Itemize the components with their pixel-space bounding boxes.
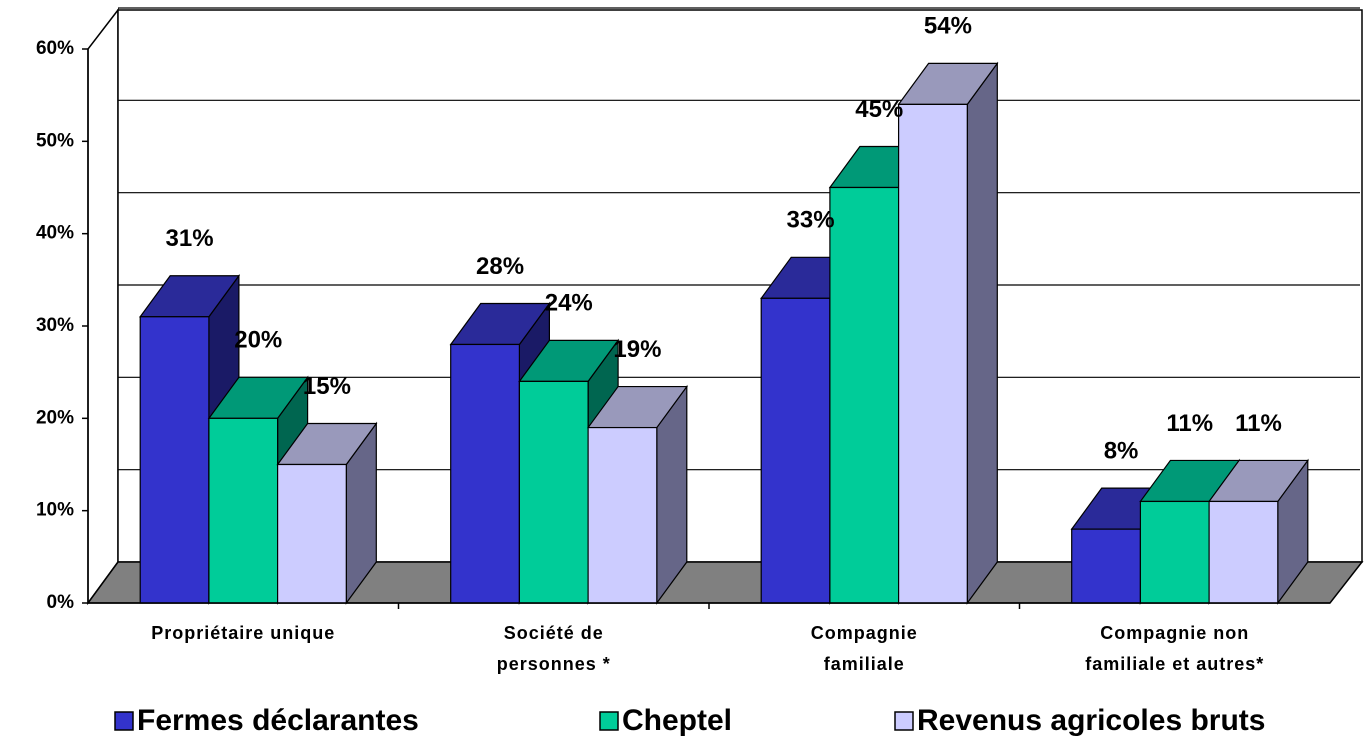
bar bbox=[587, 426, 658, 604]
bar bbox=[518, 380, 589, 604]
y-tick-label: 60% bbox=[36, 38, 74, 59]
x-tick-label: Propriétaire unique bbox=[151, 623, 335, 643]
legend-label: Revenus agricoles bruts bbox=[917, 704, 1265, 737]
x-tick-label: Compagnie non bbox=[1100, 623, 1249, 643]
value-label: 8% bbox=[1104, 437, 1139, 464]
y-tick-label: 0% bbox=[47, 592, 75, 613]
bar bbox=[277, 463, 347, 604]
x-tick-label: Compagnie bbox=[811, 623, 918, 643]
value-label: 11% bbox=[1235, 410, 1282, 437]
bar-side bbox=[966, 61, 998, 605]
value-label: 15% bbox=[303, 373, 351, 400]
left-wall bbox=[87, 7, 119, 606]
legend-swatch bbox=[894, 711, 914, 731]
value-label: 31% bbox=[166, 225, 214, 252]
value-label: 45% bbox=[855, 96, 903, 123]
legend-label: Fermes déclarantes bbox=[137, 704, 419, 737]
y-tick-label: 50% bbox=[36, 130, 74, 151]
value-label: 24% bbox=[545, 290, 593, 317]
x-tick-label: familiale et autres* bbox=[1085, 654, 1264, 674]
value-label: 33% bbox=[787, 207, 835, 234]
legend-label: Cheptel bbox=[622, 704, 732, 737]
bar bbox=[897, 103, 968, 604]
bar bbox=[760, 297, 831, 604]
y-tick-label: 30% bbox=[36, 315, 74, 336]
bar bbox=[139, 316, 210, 604]
bar bbox=[829, 186, 900, 604]
y-tick-label: 10% bbox=[36, 500, 74, 521]
y-tick-label: 40% bbox=[36, 223, 74, 244]
bar bbox=[1139, 500, 1210, 604]
legend-swatch bbox=[599, 711, 619, 731]
bar bbox=[208, 417, 279, 604]
bar bbox=[450, 343, 521, 604]
bar bbox=[1208, 500, 1279, 604]
x-tick-label: personnes * bbox=[497, 654, 611, 674]
x-tick-label: Société de bbox=[504, 623, 604, 643]
y-tick-label: 20% bbox=[36, 407, 74, 428]
bar bbox=[1071, 528, 1141, 604]
value-label: 20% bbox=[234, 327, 282, 354]
legend-swatch bbox=[114, 711, 134, 731]
x-tick-label: familiale bbox=[824, 654, 905, 674]
value-label: 28% bbox=[476, 253, 524, 280]
value-label: 11% bbox=[1166, 410, 1213, 437]
value-label: 19% bbox=[613, 336, 661, 363]
value-label: 54% bbox=[924, 13, 972, 40]
